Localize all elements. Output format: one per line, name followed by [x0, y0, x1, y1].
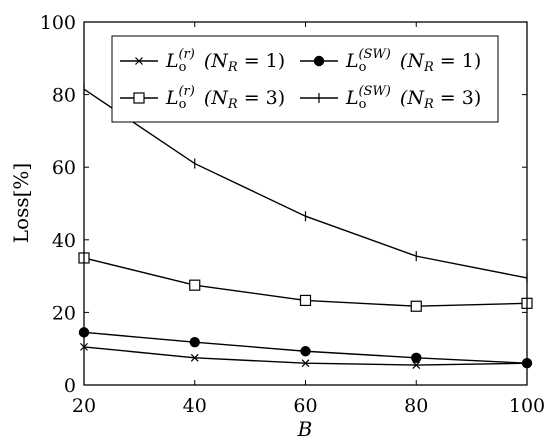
x-tick-label-80: 80 [404, 395, 428, 417]
series-layer [78, 84, 533, 369]
series-1-point-1 [189, 336, 200, 348]
legend-label-0: Lo(r) (NR = 1) [165, 47, 285, 75]
legend-marker-0 [135, 57, 143, 65]
legend: Lo(r) (NR = 1) Lo(SW) (NR = 1) Lo(r) (NR =… [111, 35, 499, 123]
legend-items: Lo(r) (NR = 1) Lo(SW) (NR = 1) Lo(r) (NR =… [120, 47, 481, 112]
series-1-point-2 [300, 346, 311, 357]
legend-item-2: Lo(r) (NR = 3) [120, 84, 285, 112]
legend-item-0: Lo(r) (NR = 1) [120, 47, 285, 75]
series-0-point-2 [301, 359, 310, 368]
legend-label-1: Lo(SW) (NR = 1) [345, 47, 481, 75]
y-tick-label-100: 100 [40, 12, 76, 34]
x-tick-label-60: 60 [293, 395, 317, 417]
y-tick-label-80: 80 [52, 85, 76, 107]
legend-label-2: Lo(r) (NR = 3) [165, 84, 285, 112]
x-tick-label-20: 20 [72, 395, 96, 417]
x-tick-label-100: 100 [509, 395, 545, 417]
legend-marker-2 [133, 92, 145, 104]
series-0-point-3 [412, 361, 421, 369]
series-2-point-3 [410, 300, 422, 312]
series-0-point-1 [190, 353, 199, 362]
legend-box [111, 35, 499, 123]
legend-label-3: Lo(SW) (NR = 3) [345, 84, 481, 112]
y-tick-label-0: 0 [64, 375, 76, 397]
y-axis-label: Loss[%] [9, 163, 33, 243]
y-tick-label-60: 60 [52, 157, 76, 179]
legend-item-3: Lo(SW) (NR = 3) [300, 84, 481, 112]
legend-marker-1 [313, 55, 325, 67]
y-tick-label-40: 40 [52, 230, 76, 252]
legend-item-1: Lo(SW) (NR = 1) [300, 47, 481, 75]
series-1-point-3 [411, 352, 422, 363]
series-2-point-1 [189, 279, 201, 291]
y-tick-label-20: 20 [52, 302, 76, 324]
series-1 [78, 327, 533, 369]
series-2-point-2 [299, 294, 312, 307]
x-tick-label-40: 40 [183, 395, 207, 417]
x-axis-label: B [297, 417, 313, 441]
series-2 [78, 252, 533, 312]
